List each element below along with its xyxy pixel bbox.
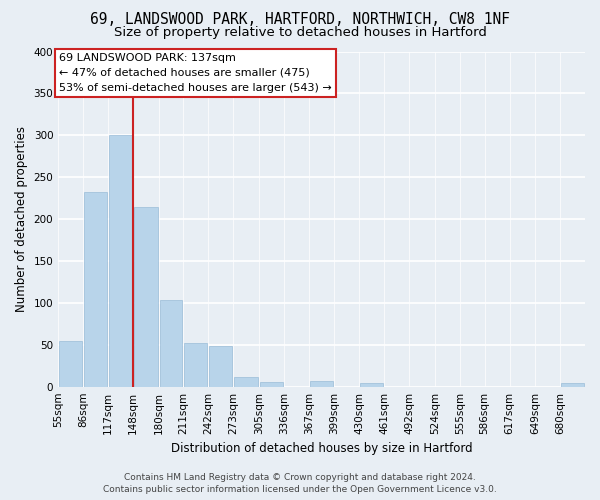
Bar [561, 384, 584, 386]
Bar [134, 206, 158, 386]
Y-axis label: Number of detached properties: Number of detached properties [15, 126, 28, 312]
Bar [160, 300, 182, 386]
Bar [209, 346, 232, 387]
Bar [184, 343, 208, 386]
Text: Size of property relative to detached houses in Hartford: Size of property relative to detached ho… [113, 26, 487, 39]
Text: Contains HM Land Registry data © Crown copyright and database right 2024.
Contai: Contains HM Land Registry data © Crown c… [103, 472, 497, 494]
Bar [59, 342, 82, 386]
Bar [260, 382, 283, 386]
Bar [361, 384, 383, 386]
Text: 69, LANDSWOOD PARK, HARTFORD, NORTHWICH, CW8 1NF: 69, LANDSWOOD PARK, HARTFORD, NORTHWICH,… [90, 12, 510, 28]
Bar [109, 136, 132, 386]
X-axis label: Distribution of detached houses by size in Hartford: Distribution of detached houses by size … [171, 442, 472, 455]
Bar [84, 192, 107, 386]
Bar [310, 381, 334, 386]
Bar [234, 378, 258, 386]
Text: 69 LANDSWOOD PARK: 137sqm
← 47% of detached houses are smaller (475)
53% of semi: 69 LANDSWOOD PARK: 137sqm ← 47% of detac… [59, 53, 332, 93]
